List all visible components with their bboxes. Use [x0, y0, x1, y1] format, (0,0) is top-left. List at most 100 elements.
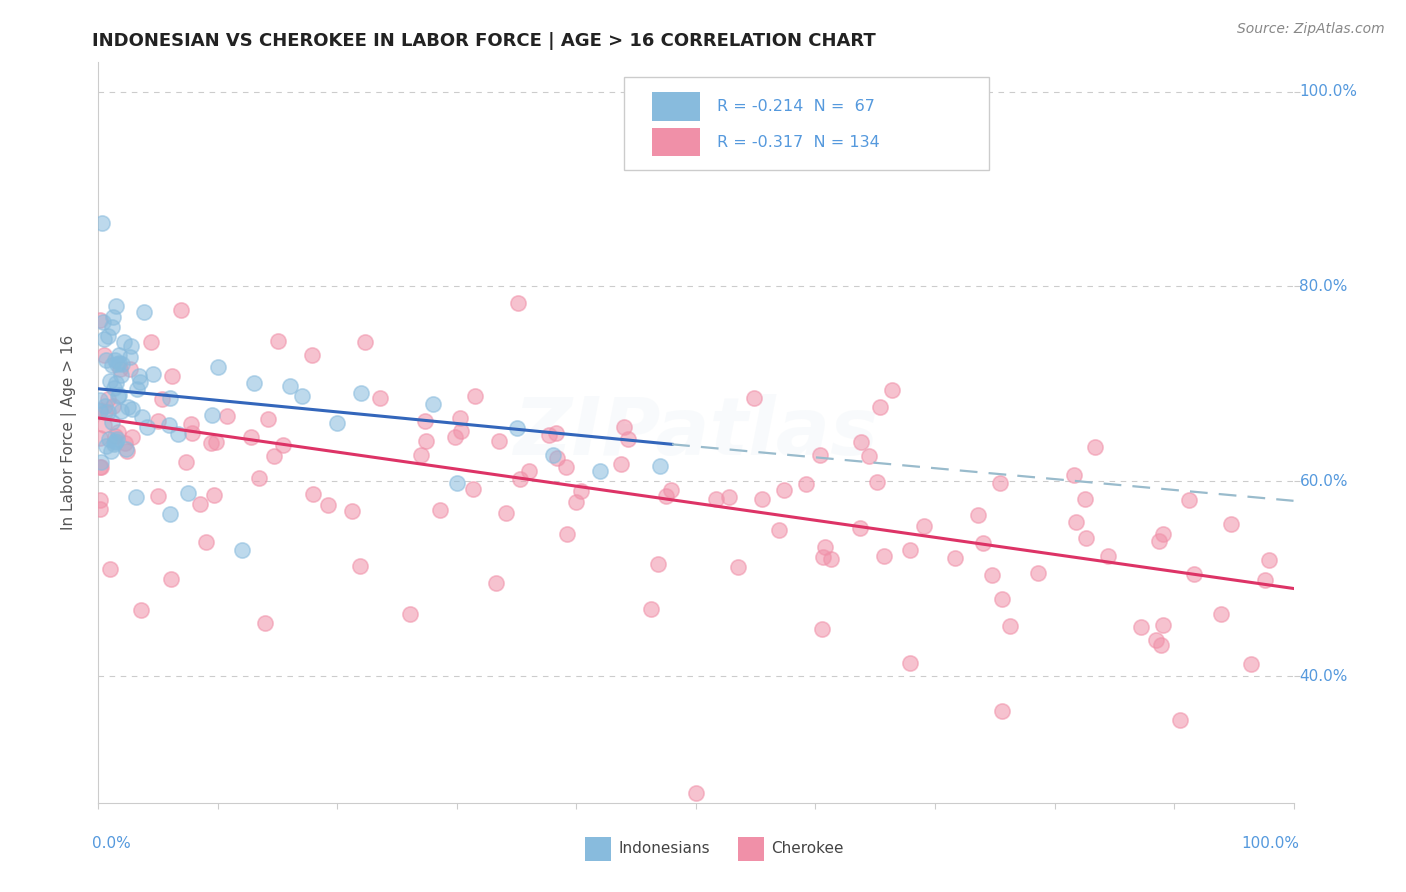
Point: [89, 404, 111, 418]
Point: [159, 507, 181, 521]
Point: [98, 374, 121, 388]
Point: [464, 389, 486, 403]
Point: [555, 527, 578, 541]
Point: [898, 657, 921, 671]
Bar: [652, 128, 700, 156]
Point: [97, 329, 120, 343]
Point: [316, 498, 339, 512]
Point: [1152, 527, 1174, 541]
Point: [263, 450, 285, 464]
Point: [254, 615, 277, 630]
Point: [1000, 619, 1022, 633]
Bar: [585, 837, 612, 861]
Point: [565, 495, 588, 509]
Point: [1084, 440, 1107, 454]
Point: [266, 334, 288, 349]
Point: [110, 404, 132, 418]
Point: [1074, 491, 1097, 506]
Point: [413, 414, 436, 428]
Point: [554, 459, 576, 474]
Point: [90, 455, 112, 469]
Point: [96, 352, 118, 367]
Point: [136, 420, 159, 434]
Point: [103, 436, 125, 450]
Text: 40.0%: 40.0%: [1299, 669, 1348, 683]
Point: [1168, 713, 1191, 727]
Point: [112, 335, 135, 350]
Point: [170, 302, 193, 317]
Point: [302, 486, 325, 500]
Point: [967, 508, 990, 523]
Point: [349, 558, 371, 573]
Point: [89, 459, 111, 474]
Point: [340, 503, 363, 517]
Point: [142, 367, 165, 381]
Point: [111, 357, 134, 371]
Point: [131, 410, 153, 425]
Point: [1152, 618, 1174, 632]
Point: [107, 425, 129, 439]
Point: [271, 438, 294, 452]
Point: [146, 489, 169, 503]
Point: [94, 399, 117, 413]
Point: [751, 491, 773, 506]
Point: [110, 361, 132, 376]
Point: [91, 315, 114, 329]
Point: [108, 348, 131, 362]
Point: [103, 381, 125, 395]
Point: [180, 417, 202, 431]
Point: [443, 430, 465, 444]
Bar: [738, 837, 763, 861]
Point: [768, 523, 790, 537]
Point: [105, 300, 128, 314]
Point: [120, 362, 142, 376]
Point: [972, 535, 994, 549]
Point: [159, 391, 181, 405]
Point: [108, 388, 131, 402]
Point: [912, 519, 935, 533]
Point: [866, 475, 889, 489]
Point: [350, 386, 373, 401]
Point: [128, 369, 150, 384]
Bar: [652, 93, 700, 120]
Point: [814, 540, 837, 554]
Point: [177, 485, 200, 500]
Point: [94, 439, 117, 453]
Point: [980, 567, 1002, 582]
Point: [820, 551, 842, 566]
Point: [105, 357, 128, 371]
Point: [1209, 607, 1232, 621]
Point: [104, 435, 127, 450]
Text: 80.0%: 80.0%: [1299, 279, 1348, 294]
Point: [115, 442, 138, 457]
Point: [742, 391, 765, 405]
Point: [422, 397, 444, 411]
Point: [659, 483, 682, 498]
Point: [202, 488, 225, 502]
Point: [811, 550, 834, 565]
Point: [1144, 633, 1167, 648]
Point: [243, 376, 266, 390]
Point: [291, 389, 314, 403]
Point: [128, 375, 150, 389]
Point: [89, 403, 111, 417]
Point: [991, 704, 1014, 718]
Point: [1240, 657, 1263, 672]
Point: [105, 432, 128, 446]
Point: [943, 550, 966, 565]
Point: [121, 402, 143, 417]
Point: [231, 542, 253, 557]
Point: [93, 347, 115, 361]
Point: [159, 572, 181, 586]
Point: [94, 405, 117, 419]
Point: [89, 501, 111, 516]
Point: [1064, 515, 1087, 529]
Text: 100.0%: 100.0%: [1299, 84, 1358, 99]
Point: [569, 483, 592, 498]
Point: [150, 392, 173, 407]
Text: INDONESIAN VS CHEROKEE IN LABOR FORCE | AGE > 16 CORRELATION CHART: INDONESIAN VS CHEROKEE IN LABOR FORCE | …: [93, 32, 876, 50]
Point: [1026, 566, 1049, 580]
Point: [488, 434, 510, 448]
Point: [610, 457, 633, 471]
Point: [93, 332, 115, 346]
